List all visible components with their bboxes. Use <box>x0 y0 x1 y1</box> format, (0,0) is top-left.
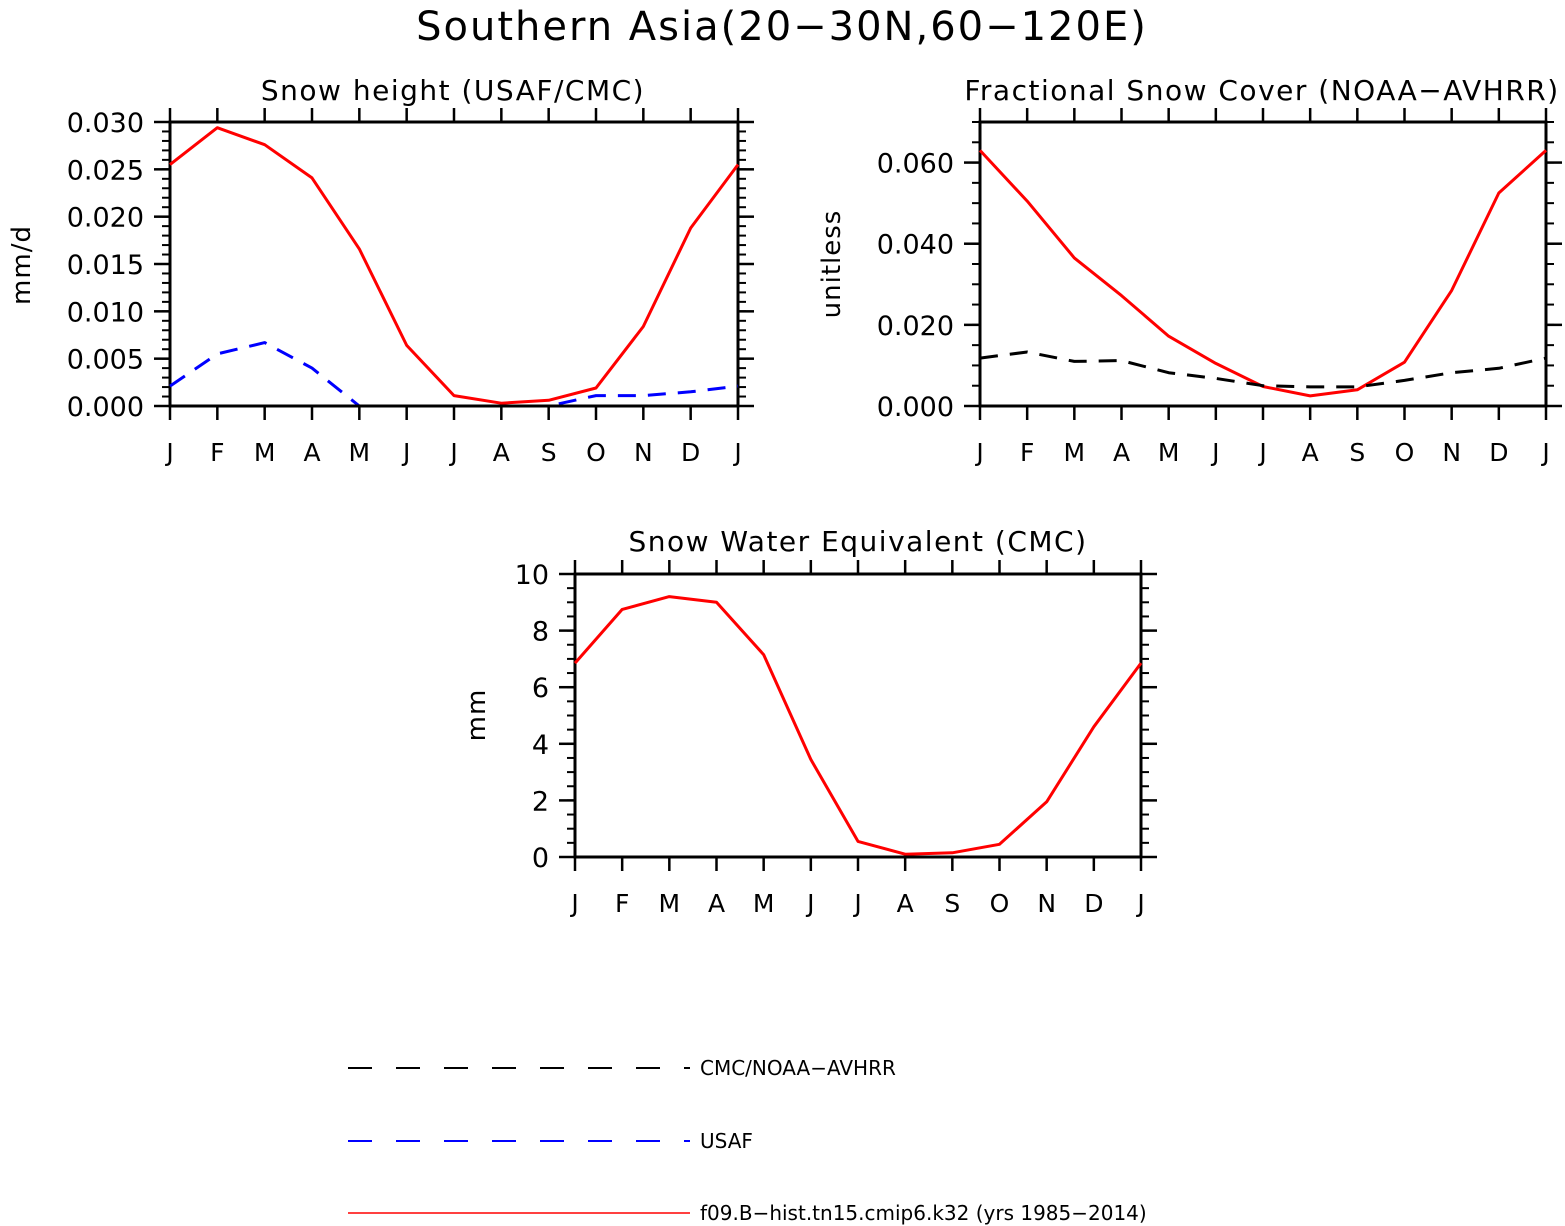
x-tick-label: M <box>1064 438 1086 467</box>
y-tick-label: 0.000 <box>67 392 144 423</box>
x-tick-label: J <box>1540 438 1549 467</box>
x-tick-label: N <box>1442 438 1461 467</box>
x-tick-label: J <box>1257 438 1266 467</box>
x-tick-label: A <box>303 438 320 467</box>
y-axis-label: mm/d <box>7 225 37 305</box>
x-tick-label: O <box>1395 438 1415 467</box>
legend-item: USAF <box>348 1129 753 1153</box>
y-tick-label: 4 <box>532 730 549 761</box>
y-tick-label: 6 <box>532 673 549 704</box>
x-tick-label: M <box>659 889 681 918</box>
x-tick-label: J <box>1135 889 1144 918</box>
x-tick-label: O <box>586 438 606 467</box>
y-tick-label: 0.015 <box>67 250 144 281</box>
y-tick-label: 0.030 <box>67 108 144 139</box>
y-tick-label: 8 <box>532 617 549 648</box>
y-tick-label: 0.020 <box>877 311 954 342</box>
x-tick-label: D <box>681 438 700 467</box>
legend-label: USAF <box>700 1129 753 1153</box>
y-tick-label: 0.020 <box>67 203 144 234</box>
x-tick-label: M <box>1158 438 1180 467</box>
panel-title: Fractional Snow Cover (NOAA−AVHRR) <box>964 74 1559 107</box>
series-line <box>169 126 740 405</box>
x-tick-label: S <box>944 889 960 918</box>
fractional-snow-cover-panel: Fractional Snow Cover (NOAA−AVHRR) unitl… <box>817 74 1562 467</box>
x-tick-label: J <box>852 889 861 918</box>
x-tick-label: S <box>541 438 557 467</box>
x-tick-label: J <box>974 438 983 467</box>
x-tick-label: M <box>753 889 775 918</box>
x-tick-label: O <box>990 889 1010 918</box>
y-tick-label: 0.005 <box>67 345 144 376</box>
plot-frame <box>978 120 1548 408</box>
x-tick-label: A <box>1113 438 1130 467</box>
x-tick-label: J <box>569 889 578 918</box>
y-tick-label: 0.025 <box>67 155 144 186</box>
y-axis-label: unitless <box>817 210 847 319</box>
x-tick-label: F <box>1020 438 1034 467</box>
x-tick-label: J <box>448 438 457 467</box>
figure-title: Southern Asia(20−30N,60−120E) <box>416 4 1148 50</box>
series-line <box>573 595 1143 856</box>
x-tick-label: M <box>254 438 276 467</box>
x-tick-label: A <box>1302 438 1319 467</box>
y-tick-label: 0 <box>532 843 549 874</box>
x-tick-label: A <box>708 889 725 918</box>
y-tick-label: 0.000 <box>877 392 954 423</box>
x-tick-label: F <box>210 438 224 467</box>
x-tick-label: N <box>634 438 653 467</box>
x-tick-label: A <box>493 438 510 467</box>
series-line <box>979 350 1547 389</box>
x-tick-label: N <box>1037 889 1056 918</box>
y-tick-label: 2 <box>532 786 549 817</box>
y-axis-label: mm <box>462 689 492 742</box>
panel-title: Snow height (USAF/CMC) <box>261 74 645 107</box>
x-tick-label: M <box>349 438 371 467</box>
x-tick-label: J <box>164 438 173 467</box>
plot-frame <box>573 572 1143 859</box>
panel-title: Snow Water Equivalent (CMC) <box>628 525 1087 558</box>
x-tick-label: F <box>615 889 629 918</box>
x-tick-label: J <box>1210 438 1219 467</box>
x-tick-label: D <box>1084 889 1103 918</box>
y-tick-label: 0.040 <box>877 230 954 261</box>
series-line <box>978 149 1548 398</box>
x-tick-label: A <box>897 889 914 918</box>
y-tick-label: 0.010 <box>67 297 144 328</box>
legend-item: CMC/NOAA−AVHRR <box>348 1056 896 1080</box>
legend-label: CMC/NOAA−AVHRR <box>700 1056 896 1080</box>
x-tick-label: J <box>401 438 410 467</box>
y-tick-label: 10 <box>515 560 549 591</box>
x-tick-label: J <box>805 889 814 918</box>
legend-item: f09.B−hist.tn15.cmip6.k32 (yrs 1985−2014… <box>348 1201 1147 1225</box>
x-tick-label: S <box>1349 438 1365 467</box>
x-tick-label: D <box>1489 438 1508 467</box>
y-tick-label: 0.060 <box>877 149 954 180</box>
plot-frame <box>168 120 740 408</box>
legend-label: f09.B−hist.tn15.cmip6.k32 (yrs 1985−2014… <box>700 1201 1147 1225</box>
x-tick-label: J <box>732 438 741 467</box>
legend: CMC/NOAA−AVHRR USAF f09.B−hist.tn15.cmip… <box>348 1056 1147 1225</box>
